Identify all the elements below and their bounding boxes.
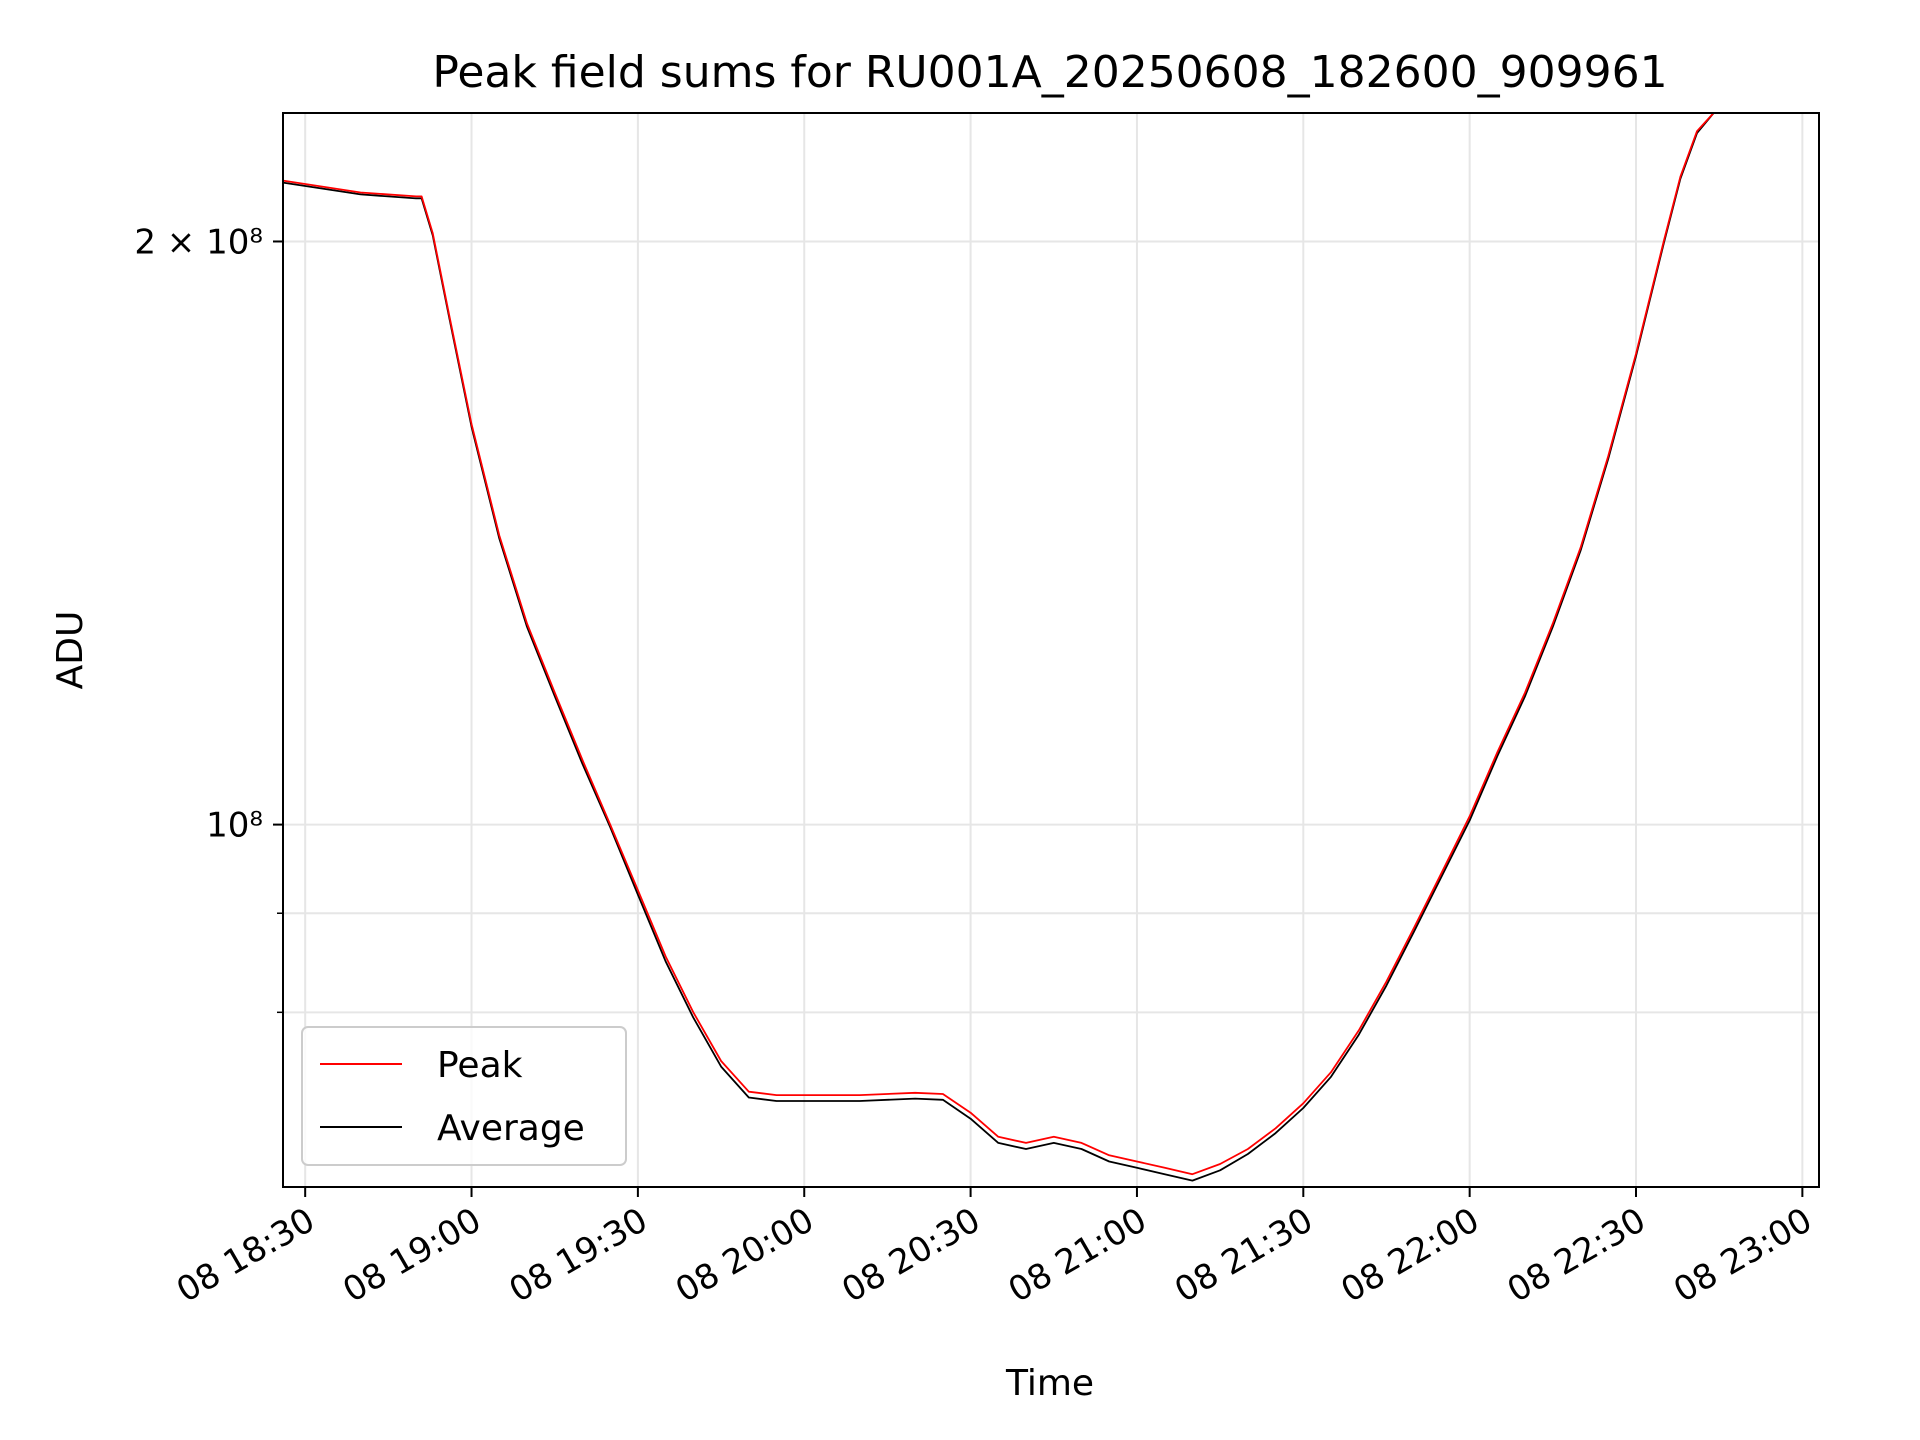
grid [283,113,1819,1187]
legend: Peak Average [301,1026,627,1166]
plot-frame [282,112,1820,1188]
plot-background [283,113,1819,1187]
y-axis: 10⁸ 2 × 10⁸ [134,222,283,1014]
plot-area [282,112,1820,1188]
y-tick-label: 10⁸ [206,806,263,846]
legend-label-peak: Peak [437,1045,523,1086]
series-line-average [282,112,1725,1182]
chart-title: Peak field sums for RU001A_20250608_1826… [432,47,1667,98]
y-axis-label: ADU [50,611,91,690]
x-axis-label: Time [1005,1363,1094,1404]
y-tick-label: 2 × 10⁸ [134,222,263,262]
legend-label-average: Average [437,1108,585,1149]
series-line-peak [282,112,1725,1176]
series-layer [282,112,1725,1182]
legend-box [301,1026,627,1166]
